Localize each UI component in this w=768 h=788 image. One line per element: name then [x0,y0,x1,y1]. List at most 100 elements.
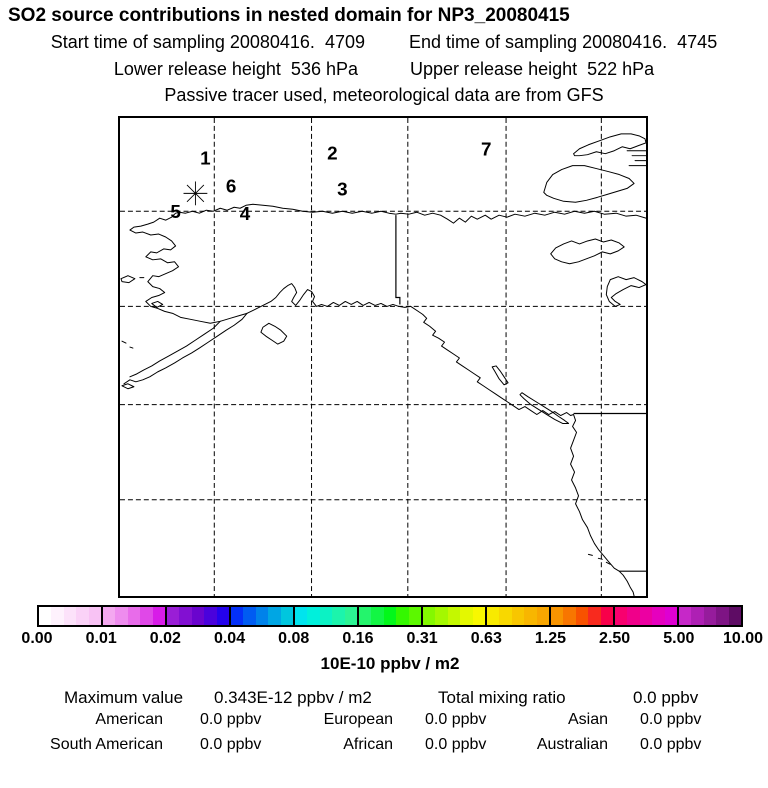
nunivak-island [151,300,164,308]
colorbar-cell [243,607,256,625]
maximum-value: 0.343E-12 ppbv / m2 [214,688,372,707]
colorbar-cell [499,607,512,625]
colorbar-cell [524,607,537,625]
channel-islands [587,553,593,556]
colorbar-cell [472,607,486,625]
region-value: 0.0 ppbv [425,711,487,728]
colorbar-segment [39,607,102,625]
colorbar-cell [728,607,742,625]
banks-island [573,133,646,157]
colorbar-tick-label: 0.63 [470,630,502,647]
colorbar-cell [167,607,180,625]
colorbar-cell [423,607,436,625]
colorbar-cell [319,607,333,625]
colorbar [37,605,743,627]
colorbar-cell [280,607,294,625]
colorbar-segment [549,607,614,625]
colorbar-cell [575,607,589,625]
colorbar-cell [255,607,269,625]
region-label: American [95,711,163,728]
colorbar-unit-label: 10E-10 ppbv / m2 [320,654,460,673]
source-marker-7: 7 [481,139,491,160]
end-time-text: End time of sampling 20080416. 4745 [408,32,718,52]
colorbar-cell [511,607,525,625]
region-label: Australian [536,736,608,753]
tracer-text: Passive tracer used, meteorological data… [164,85,604,105]
colorbar-cell [536,607,550,625]
colorbar-tick-label: 1.25 [534,630,567,647]
colorbar-tick-label: 0.16 [342,630,374,647]
colorbar-cell [487,607,500,625]
vancouver-island [519,392,570,424]
colorbar-tick-label: 0.04 [213,630,246,647]
region-label: South American [50,736,163,753]
colorbar-cell [639,607,653,625]
release-height-line: Lower release height 536 hPa Upper relea… [0,59,768,80]
colorbar-cell [307,607,320,625]
colorbar-cell [268,607,281,625]
colorbar-cell [679,607,692,625]
colorbar-cell [127,607,141,625]
colorbar-tick-label: 0.00 [21,630,53,647]
region-value: 0.0 ppbv [640,711,702,728]
colorbar-cell [140,607,153,625]
great-bear-lake [550,238,625,265]
haida-gwaii [491,365,509,386]
maximum-value-label: Maximum value [64,688,184,707]
colorbar-cell [152,607,166,625]
colorbar-tick-label: 10.00 [722,630,764,647]
alaska-yukon-border [395,215,401,305]
colorbar-segment [677,607,742,625]
colorbar-cell [332,607,345,625]
colorbar-cell [295,607,308,625]
colorbar-segment [421,607,486,625]
region-row: American 0.0 ppbv European 0.0 ppbv Asian 0.0… [0,711,768,736]
colorbar-cell [691,607,704,625]
release-location-star [186,184,205,203]
plot-title: SO2 source contributions in nested domai… [8,5,570,26]
colorbar-cell [627,607,640,625]
colorbar-cell [103,607,116,625]
aleutian-islet [121,383,135,390]
region-label: European [323,711,393,728]
colorbar-cell [76,607,89,625]
colorbar-segment [485,607,550,625]
alaska-peninsula-south-shore [123,312,248,385]
colorbar-cell [588,607,601,625]
channel-islands [597,557,603,560]
kodiak-island [260,322,288,345]
source-marker-3: 3 [337,178,347,199]
colorbar-cell [563,607,576,625]
st-lawrence-island [120,275,136,284]
colorbar-cell [600,607,614,625]
region-value: 0.0 ppbv [640,736,702,753]
region-row: South American 0.0 ppbv African 0.0 ppbv Aus… [0,736,768,761]
total-mixing-ratio-label: Total mixing ratio [438,688,566,707]
colorbar-tick-label: 0.31 [406,630,438,647]
source-marker-4: 4 [240,203,251,224]
colorbar-tick-label: 0.01 [85,630,117,647]
colorbar-cell [615,607,628,625]
colorbar-segment [293,607,358,625]
great-slave-lake [605,276,646,307]
region-value: 0.0 ppbv [425,736,487,753]
colorbar-cell [39,607,52,625]
colorbar-cell [191,607,205,625]
colorbar-cell [396,607,409,625]
small-islet [121,340,127,344]
colorbar-cell [435,607,448,625]
statistics-line: Maximum value 0.343E-12 ppbv / m2 Total … [0,688,768,708]
colorbar-cell [716,607,729,625]
colorbar-cell [703,607,717,625]
colorbar-cell [460,607,473,625]
small-islet [129,346,134,349]
colorbar-segment [229,607,294,625]
channel-islands [605,561,611,565]
colorbar-cell [216,607,230,625]
colorbar-cell [344,607,358,625]
colorbar-cell [359,607,372,625]
colorbar-tick-labels: 0.00 0.01 0.02 0.04 0.08 0.16 0.31 0.63 1.25 2.50… [21,630,763,650]
colorbar-segment [101,607,166,625]
colorbar-cell [115,607,128,625]
